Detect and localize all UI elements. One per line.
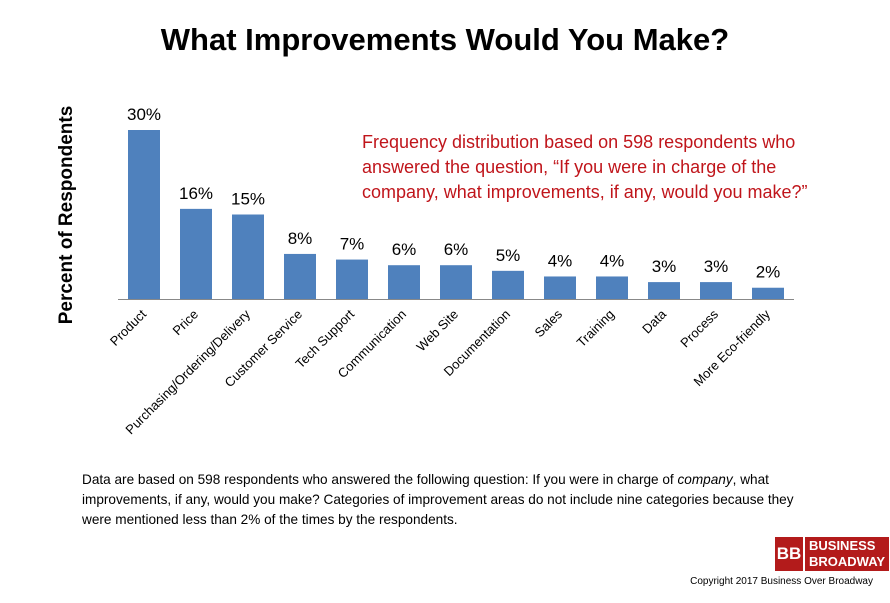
x-tick-label-7: Web Site xyxy=(413,307,461,355)
data-label-1: 30% xyxy=(127,105,161,124)
bar-2 xyxy=(180,208,212,299)
x-tick-label-10: Training xyxy=(574,307,617,350)
data-label-8: 5% xyxy=(496,246,521,265)
chart-annotation: Frequency distribution based on 598 resp… xyxy=(362,132,808,202)
bar-12 xyxy=(700,282,732,299)
chart-title: What Improvements Would You Make? xyxy=(160,22,730,57)
bar-8 xyxy=(492,270,524,299)
bar-13 xyxy=(752,287,784,299)
data-label-10: 4% xyxy=(600,251,625,270)
bar-3 xyxy=(232,214,264,299)
data-label-3: 15% xyxy=(231,190,265,209)
data-label-9: 4% xyxy=(548,251,573,270)
data-label-6: 6% xyxy=(392,240,417,259)
footnote-text-end: , what improvements, if any, would you m… xyxy=(82,472,794,527)
data-label-12: 3% xyxy=(704,257,729,276)
bar-6 xyxy=(388,265,420,299)
bar-4 xyxy=(284,253,316,299)
business-broadway-logo: BB BUSINESS BROADWAY xyxy=(775,537,890,571)
footnote-text-start: Data are based on 598 respondents who an… xyxy=(82,472,678,487)
x-tick-label-2: Price xyxy=(170,307,202,339)
bar-10 xyxy=(596,276,628,299)
data-label-11: 3% xyxy=(652,257,677,276)
bar-9 xyxy=(544,276,576,299)
copyright-text: Copyright 2017 Business Over Broadway xyxy=(690,576,873,587)
footnote: Data are based on 598 respondents who an… xyxy=(82,470,822,530)
footnote-italic-word: company xyxy=(677,472,733,487)
x-tick-label-12: Process xyxy=(677,306,721,350)
data-label-13: 2% xyxy=(756,263,781,282)
y-axis-label: Percent of Respondents xyxy=(56,106,77,325)
data-label-7: 6% xyxy=(444,240,469,259)
x-tick-label-11: Data xyxy=(639,306,670,337)
logo-line-2: BROADWAY xyxy=(809,554,886,569)
bar-5 xyxy=(336,259,368,299)
bar-1 xyxy=(128,130,160,299)
data-label-4: 8% xyxy=(288,229,313,248)
x-tick-label-9: Sales xyxy=(532,306,566,340)
bar-chart: Percent of Respondents 30% Product 16% Price… xyxy=(56,105,794,437)
logo-mark: BB xyxy=(775,537,803,571)
logo-line-1: BUSINESS xyxy=(809,538,876,553)
bar-7 xyxy=(440,265,472,299)
bar-11 xyxy=(648,282,680,299)
x-tick-label-1: Product xyxy=(107,306,150,349)
data-label-5: 7% xyxy=(340,235,365,254)
logo-wordmark: BUSINESS BROADWAY xyxy=(805,537,890,571)
data-label-2: 16% xyxy=(179,184,213,203)
